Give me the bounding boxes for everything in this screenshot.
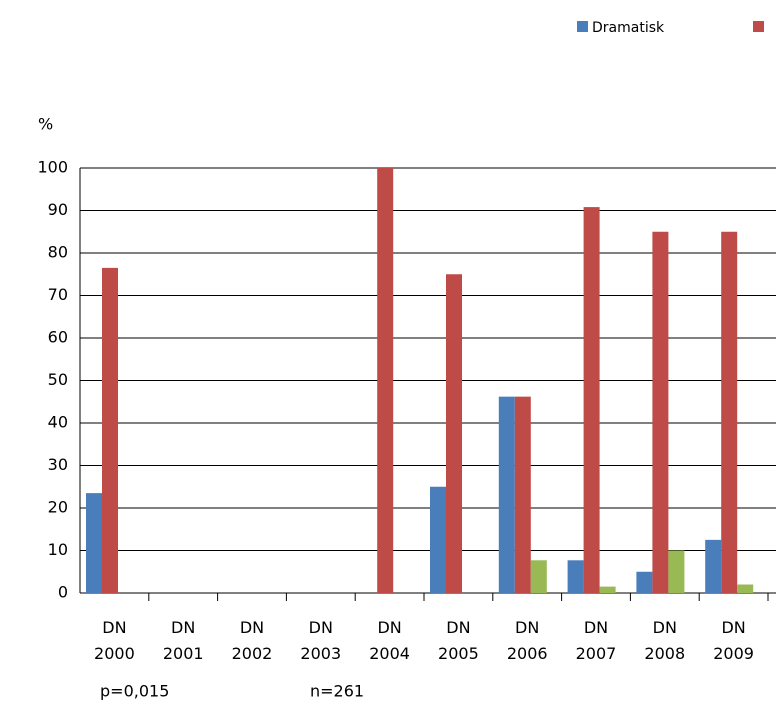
x-tick-label: DN 2000	[94, 618, 135, 663]
legend-swatch	[577, 21, 588, 32]
bar	[430, 486, 446, 593]
y-tick-label: 20	[48, 498, 68, 517]
legend-swatch	[753, 21, 764, 32]
bar	[737, 584, 754, 593]
bar	[705, 539, 722, 593]
x-tick-label: DN 2008	[644, 618, 686, 663]
bar	[514, 396, 531, 593]
x-tick-label-box: DN 2009	[713, 618, 754, 663]
x-tick-label: DN 2009	[713, 618, 754, 663]
bar	[652, 231, 669, 593]
y-tick-label: 70	[48, 285, 68, 304]
x-tick-label: DN 2003	[300, 618, 342, 663]
y-tick-label: 80	[48, 243, 68, 262]
x-tick-label-box: DN 2007	[575, 618, 617, 663]
y-tick-label: 0	[58, 583, 68, 602]
x-tick-label: DN 2002	[231, 618, 273, 663]
y-tick-label: 100	[37, 158, 68, 177]
x-tick-label-box: DN 2008	[644, 618, 686, 663]
x-tick-label: DN 2005	[438, 618, 479, 663]
x-tick-label-box: DN 2003	[300, 618, 342, 663]
x-tick-label: DN 2006	[506, 618, 548, 663]
annotation: p=0,015	[100, 682, 169, 701]
bar	[86, 493, 102, 593]
y-tick-label: 50	[48, 370, 68, 389]
y-axis-label: %	[38, 115, 53, 134]
x-tick-label-box: DN 2006	[506, 618, 548, 663]
bar	[530, 560, 547, 593]
annotation: n=261	[310, 682, 364, 701]
x-tick-label-box: DN 2001	[162, 618, 204, 663]
x-tick-label: DN 2001	[162, 618, 204, 663]
x-tick-label-box: DN 2002	[231, 618, 273, 663]
bar	[668, 550, 685, 593]
bar	[377, 168, 394, 593]
x-tick-label-box: DN 2000	[94, 618, 135, 663]
y-tick-label: 10	[48, 540, 68, 559]
bar	[721, 231, 738, 593]
bar	[446, 274, 462, 593]
bar	[567, 560, 584, 593]
y-tick-label: 90	[48, 200, 68, 219]
y-tick-label: 40	[48, 413, 68, 432]
bar	[102, 267, 118, 593]
x-tick-label-box: DN 2005	[438, 618, 479, 663]
x-tick-label: DN 2004	[369, 618, 410, 663]
x-tick-label-box: DN 2004	[369, 618, 410, 663]
y-tick-label: 60	[48, 328, 68, 347]
bar	[498, 396, 515, 593]
legend-label: Dramatisk	[592, 20, 665, 36]
bar	[583, 207, 600, 593]
bar	[636, 571, 653, 593]
y-tick-label: 30	[48, 455, 68, 474]
x-tick-label: DN 2007	[575, 618, 617, 663]
bar	[599, 586, 616, 593]
